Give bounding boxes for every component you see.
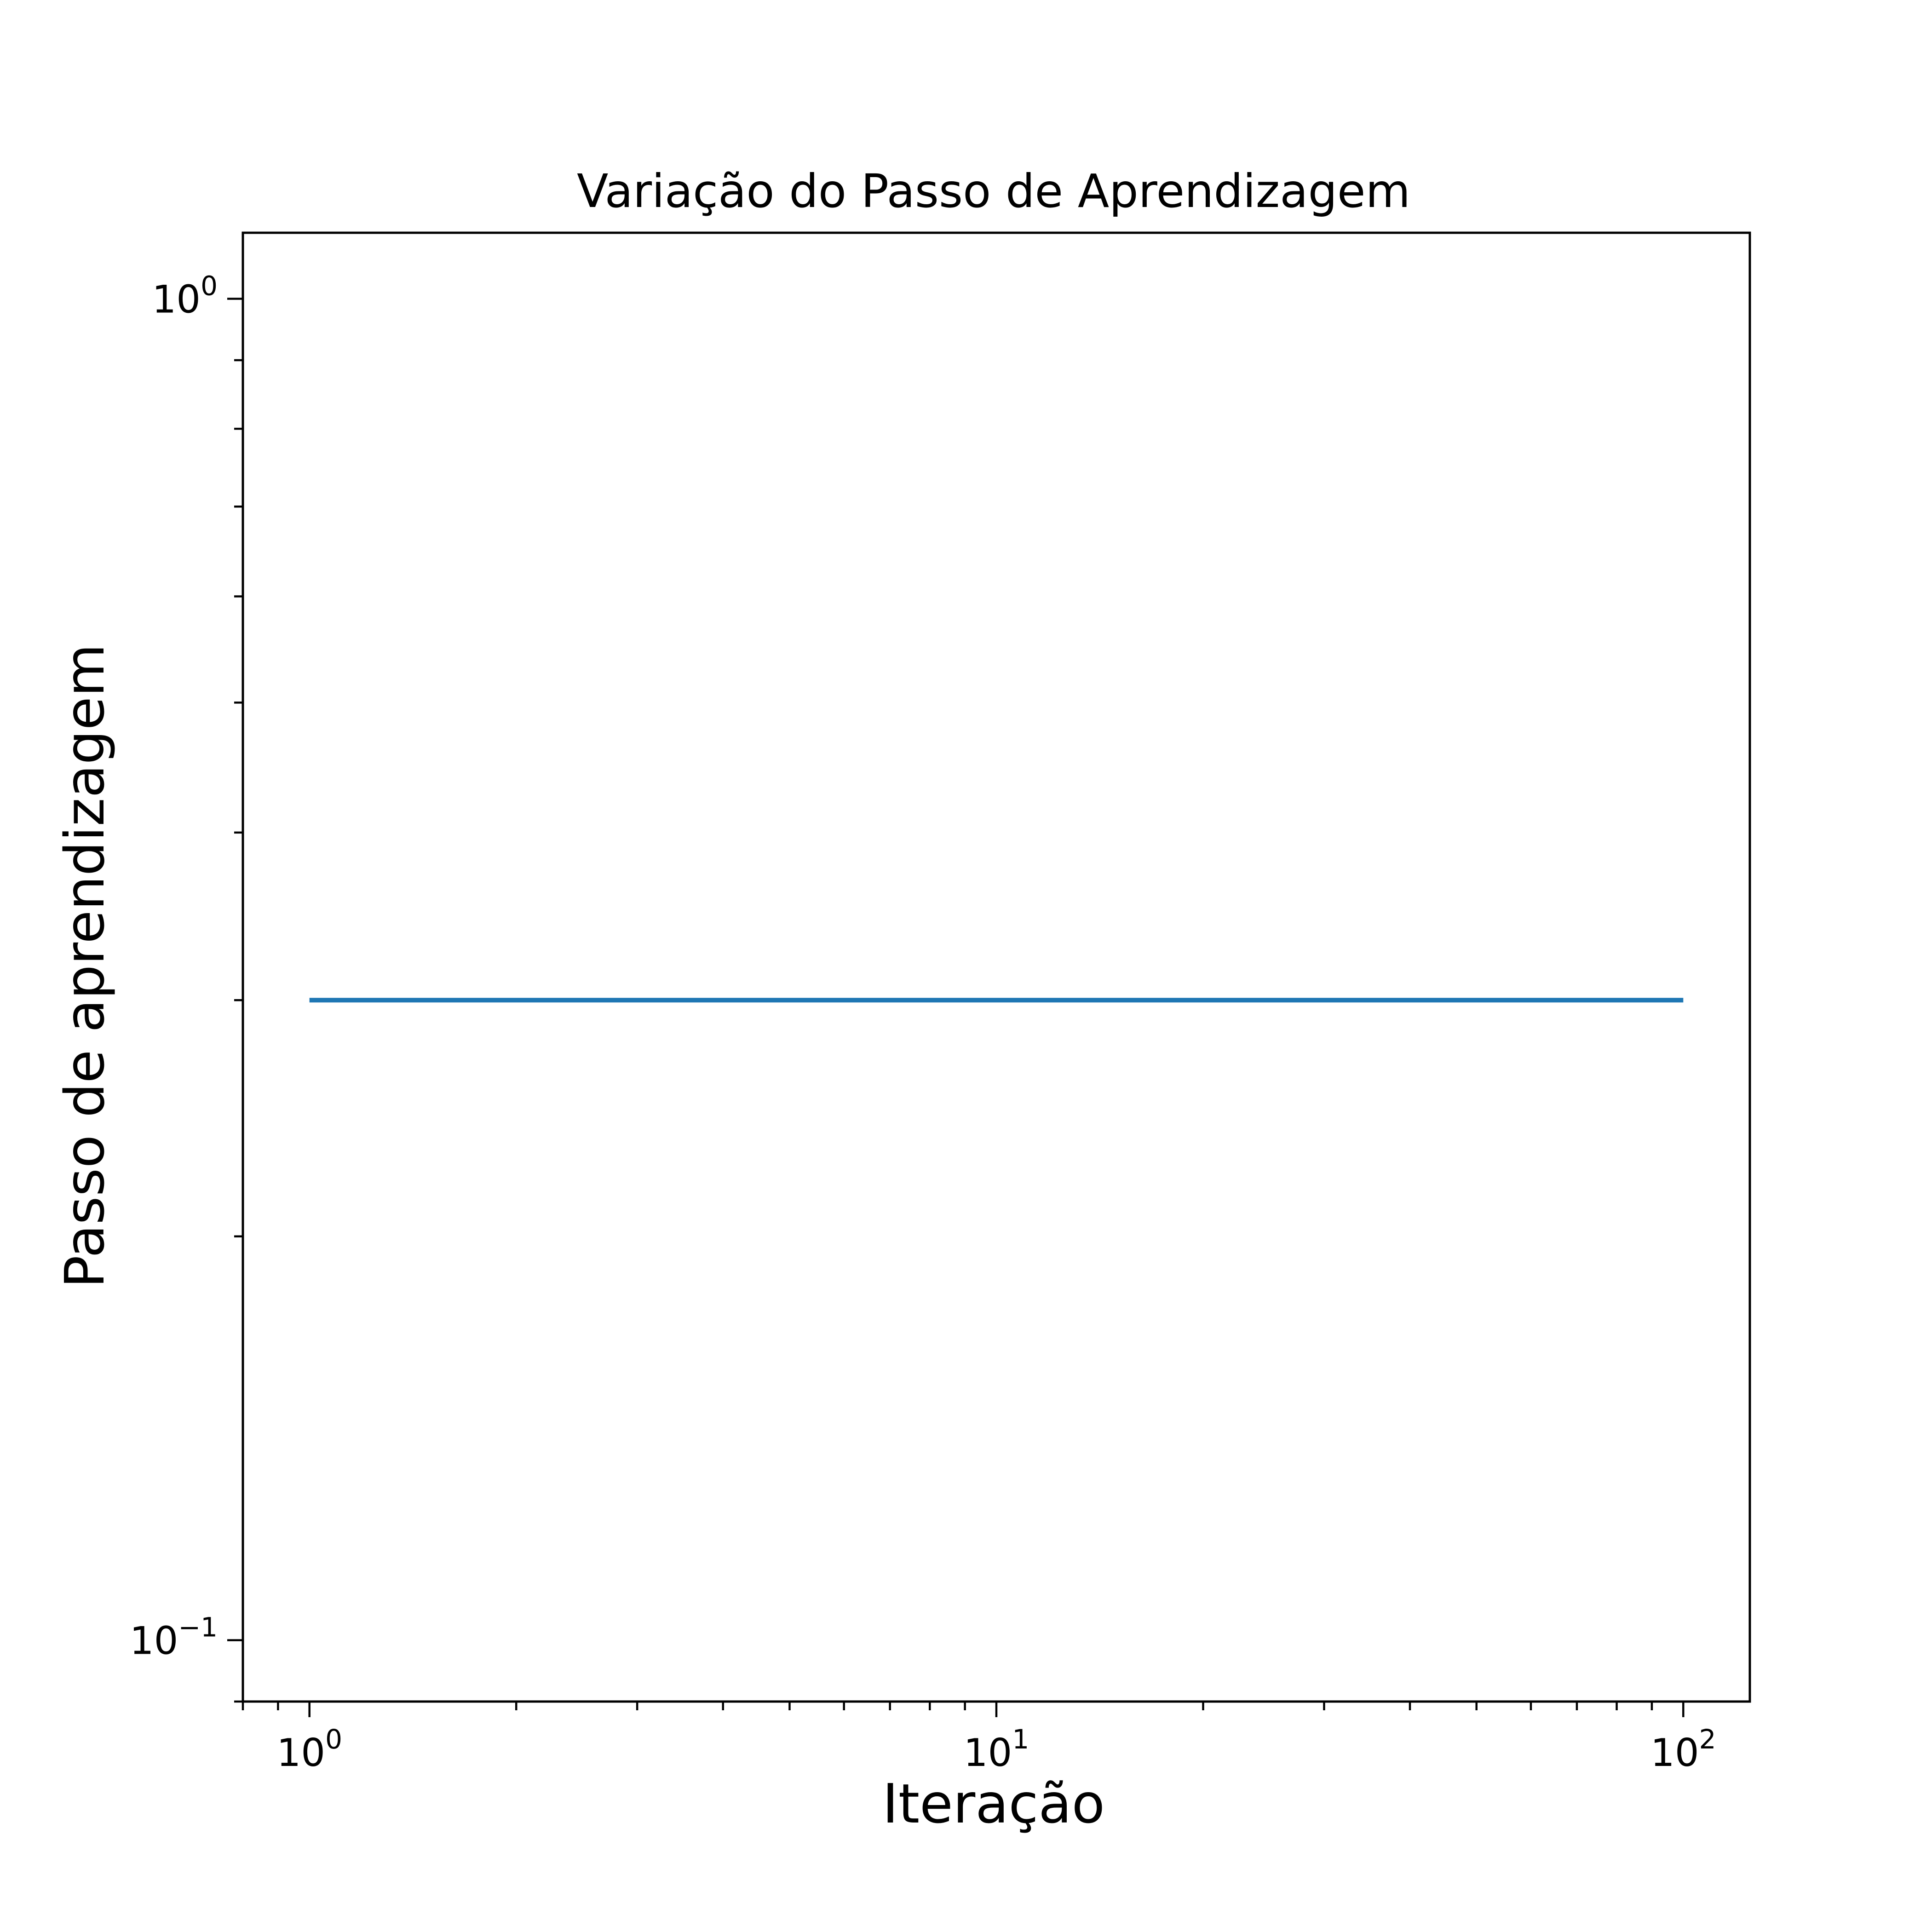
x-axis-label: Iteração bbox=[882, 1772, 1105, 1835]
chart-title: Variação do Passo de Aprendizagem bbox=[577, 164, 1410, 218]
y-tick-label: 100 bbox=[152, 270, 218, 322]
tick-layer: 100 101 102 100 10−1 bbox=[130, 270, 1716, 1775]
y-tick-label: 10−1 bbox=[130, 1612, 218, 1663]
plot-frame bbox=[242, 231, 1751, 1703]
x-tick-label: 102 bbox=[1650, 1724, 1716, 1775]
x-tick-label: 100 bbox=[276, 1724, 342, 1775]
y-axis-label: Passo de aprendizagem bbox=[53, 644, 116, 1288]
x-tick-label: 101 bbox=[964, 1724, 1029, 1775]
